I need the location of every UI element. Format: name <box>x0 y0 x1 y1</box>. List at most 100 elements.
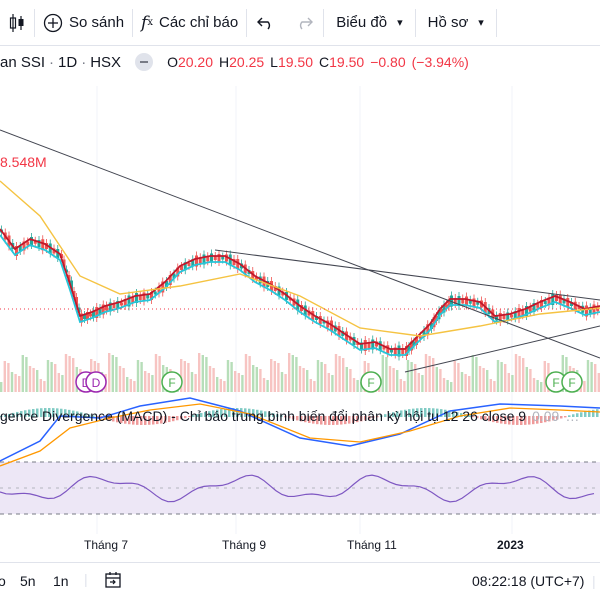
volume-bar <box>54 364 57 392</box>
macd-histogram-bar <box>424 408 427 417</box>
volume-bar <box>302 368 305 392</box>
candle-body <box>157 286 161 294</box>
macd-histogram-bar <box>248 408 251 417</box>
macd-histogram-bar <box>428 408 431 417</box>
volume-bar <box>288 353 291 392</box>
candles-style-button[interactable] <box>0 0 34 46</box>
volume-bar <box>493 381 496 392</box>
clock-timezone[interactable]: 08:22:18 (UTC+7) <box>472 573 585 589</box>
collapse-legend-button[interactable] <box>135 53 154 71</box>
macd-histogram-bar <box>116 416 119 423</box>
range-5d-button[interactable]: 5n <box>20 573 36 589</box>
macd-histogram-bar <box>60 408 63 417</box>
time-label-nov: Tháng 11 <box>347 538 397 552</box>
volume-bar <box>255 367 258 392</box>
volume-bar <box>316 360 320 392</box>
macd-histogram-bar <box>164 416 167 423</box>
volume-bar <box>475 357 478 392</box>
volume-bar <box>230 362 233 392</box>
candle-body <box>80 313 83 323</box>
candle-body <box>555 295 558 301</box>
candle-body <box>33 240 37 244</box>
volume-bar <box>273 361 276 392</box>
macd-histogram-bar <box>152 416 155 425</box>
volume-bar <box>410 362 413 392</box>
goto-date-button[interactable] <box>104 571 122 592</box>
macd-histogram-bar <box>316 416 319 425</box>
volume-bar <box>529 369 532 392</box>
candle-body <box>116 301 120 309</box>
range-1d-button[interactable]: 1n <box>53 573 69 589</box>
trendline-support <box>404 325 600 373</box>
candle-body <box>405 346 408 356</box>
volume-bar <box>190 372 194 392</box>
chevron-down-icon: ▾ <box>478 17 484 29</box>
volume-bar <box>334 354 338 392</box>
candle-body <box>221 256 225 260</box>
macd-histogram-bar <box>212 410 215 417</box>
redo-icon <box>295 16 314 30</box>
candle-body <box>517 308 521 319</box>
volume-bar <box>381 355 384 392</box>
volume-bar <box>352 378 356 392</box>
profile-label: Hồ sơ <box>427 14 469 31</box>
candle-body <box>105 305 108 311</box>
toolbar-divider <box>414 8 416 37</box>
volume-bar <box>482 368 485 392</box>
interval-label[interactable]: 1D <box>58 53 78 71</box>
range-partial-button[interactable]: o <box>0 573 6 589</box>
volume-bar <box>57 373 60 392</box>
macd-histogram-bar <box>176 416 179 421</box>
macd-histogram-bar <box>580 412 583 417</box>
volume-bar <box>309 379 312 392</box>
macd-histogram-bar <box>0 416 3 417</box>
dividend-marker-letter: D <box>92 376 101 390</box>
candle-body <box>588 307 592 314</box>
candle-body <box>401 348 405 354</box>
volume-bar <box>136 360 140 392</box>
macd-histogram-bar <box>496 416 499 423</box>
candle-body <box>453 298 457 304</box>
macd-histogram-bar <box>120 416 123 424</box>
symbol-name[interactable]: an SSI <box>0 53 46 71</box>
candle-body <box>101 304 105 315</box>
symbol-legend: an SSI · 1D · HSX O20.20 H20.25 L19.50 C… <box>0 50 469 74</box>
profile-dropdown[interactable]: Hồ sơ ▾ <box>416 0 496 46</box>
price-chart-canvas[interactable]: DDFFFF <box>0 46 600 534</box>
candle-body <box>360 342 363 350</box>
redo-button[interactable] <box>285 0 323 46</box>
earnings-marker-letter: F <box>367 376 374 390</box>
macd-histogram-bar <box>76 411 79 417</box>
more-ellipsis: … <box>565 408 580 424</box>
macd-histogram-bar <box>172 416 175 422</box>
macd-histogram-bar <box>268 412 271 417</box>
macd-histogram-bar <box>232 408 235 417</box>
macd-histogram-bar <box>420 408 423 417</box>
indicators-label: Các chỉ báo <box>158 14 239 31</box>
rsi-line <box>0 474 595 503</box>
candle-body <box>180 266 183 270</box>
candle-body <box>521 309 525 316</box>
macd-indicator-title[interactable]: gence Divergence (MACD) - Chỉ báo trung … <box>0 408 579 424</box>
macd-histogram-bar <box>544 416 547 423</box>
exchange-label: HSX <box>90 53 122 71</box>
candle-body <box>363 340 367 351</box>
volume-bar <box>543 361 546 392</box>
macd-histogram-bar <box>384 414 387 417</box>
undo-button[interactable] <box>247 0 285 46</box>
macd-histogram-bar <box>560 416 563 419</box>
volume-bar <box>266 380 269 392</box>
macd-histogram-bar <box>204 412 207 417</box>
macd-histogram-bar <box>340 416 343 425</box>
macd-histogram-bar <box>64 409 67 417</box>
time-axis[interactable]: Tháng 7 Tháng 9 Tháng 11 2023 <box>0 534 600 558</box>
candle-body <box>422 330 426 337</box>
macd-line <box>0 397 600 462</box>
compare-button[interactable]: So sánh <box>35 0 132 46</box>
chart-type-dropdown[interactable]: Biểu đồ ▾ <box>324 0 414 46</box>
macd-histogram-bar <box>168 416 171 423</box>
volume-bar <box>403 381 406 392</box>
candle-body <box>476 301 480 305</box>
macd-histogram-bar <box>184 416 187 419</box>
